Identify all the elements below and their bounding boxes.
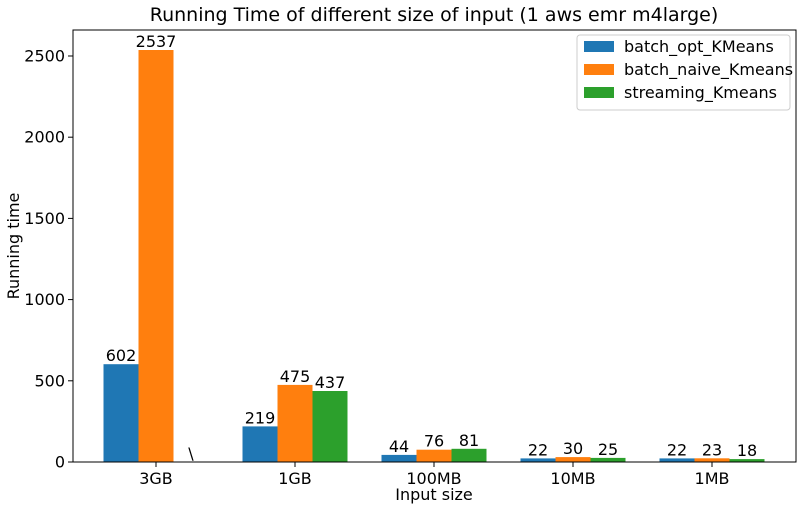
data-label-batch_opt_KMeans-1GB: 219 (245, 408, 276, 427)
y-tick-label: 1000 (24, 290, 65, 309)
bar-batch_naive_Kmeans-100MB (416, 449, 452, 462)
data-label-batch_opt_KMeans-10MB: 22 (528, 440, 548, 459)
x-tick-label: 1GB (278, 469, 312, 488)
data-label-batch_opt_KMeans-1MB: 22 (667, 440, 687, 459)
legend-label: batch_opt_KMeans (624, 37, 774, 57)
bar-batch_naive_Kmeans-1GB (277, 384, 313, 462)
y-axis: 0 500 1000 1500 2000 2500 (24, 46, 73, 472)
bar-batch_opt_KMeans-1GB (242, 426, 278, 462)
data-label-batch_opt_KMeans-100MB: 44 (389, 437, 409, 456)
bar-streaming_Kmeans-100MB (451, 448, 487, 462)
chart-title: Running Time of different size of input … (150, 4, 719, 26)
y-tick-label: 2500 (24, 46, 65, 65)
data-label-streaming_Kmeans-3GB: \ (188, 444, 194, 463)
legend-label: batch_naive_Kmeans (624, 60, 793, 80)
data-label-streaming_Kmeans-1MB: 18 (737, 441, 757, 460)
data-label-batch_naive_Kmeans-100MB: 76 (424, 432, 444, 451)
legend-swatch (584, 41, 614, 52)
legend: batch_opt_KMeans batch_naive_Kmeansstream… (576, 34, 793, 111)
data-label-streaming_Kmeans-100MB: 81 (459, 431, 479, 450)
x-tick-label: 10MB (550, 469, 595, 488)
bar-batch_opt_KMeans-3GB (103, 364, 139, 462)
data-label-batch_naive_Kmeans-1MB: 23 (702, 440, 722, 459)
data-label-batch_naive_Kmeans-1GB: 475 (280, 367, 311, 386)
y-tick-label: 2000 (24, 128, 65, 147)
legend-swatch (584, 64, 614, 75)
legend-label: streaming_Kmeans (624, 83, 777, 103)
data-label-batch_naive_Kmeans-3GB: 2537 (136, 32, 177, 51)
x-axis-label: Input size (395, 485, 473, 504)
bar-batch_opt_KMeans-1MB (659, 458, 695, 462)
bar-batch_opt_KMeans-10MB (520, 458, 556, 462)
bar-streaming_Kmeans-1MB (729, 459, 765, 462)
y-axis-label: Running time (4, 193, 23, 300)
y-tick-label: 1500 (24, 209, 65, 228)
x-tick-label: 1MB (695, 469, 730, 488)
x-tick-label: 3GB (139, 469, 173, 488)
data-label-batch_opt_KMeans-3GB: 602 (106, 346, 137, 365)
bar-streaming_Kmeans-10MB (590, 457, 626, 462)
data-label-streaming_Kmeans-10MB: 25 (598, 440, 618, 459)
legend-swatch (584, 87, 614, 98)
data-label-batch_naive_Kmeans-10MB: 30 (563, 439, 583, 458)
data-label-streaming_Kmeans-1GB: 437 (315, 373, 346, 392)
bars-layer (103, 50, 765, 462)
bar-batch_naive_Kmeans-1MB (694, 458, 730, 462)
bar-batch_naive_Kmeans-10MB (555, 457, 591, 462)
x-tick-label: 100MB (406, 469, 461, 488)
x-axis: 3GB 1GB 100MB 10MB 1MB (139, 462, 729, 488)
data-labels-layer: 602 2537 \ 219 475 437 44 76 81 22 30 25 22 23 18 (106, 32, 757, 463)
y-tick-label: 0 (55, 453, 65, 472)
bar-batch_opt_KMeans-100MB (381, 454, 417, 462)
y-tick-label: 500 (34, 371, 65, 390)
bar-streaming_Kmeans-1GB (312, 391, 348, 462)
bar-batch_naive_Kmeans-3GB (138, 50, 174, 462)
legend-box (576, 34, 791, 111)
